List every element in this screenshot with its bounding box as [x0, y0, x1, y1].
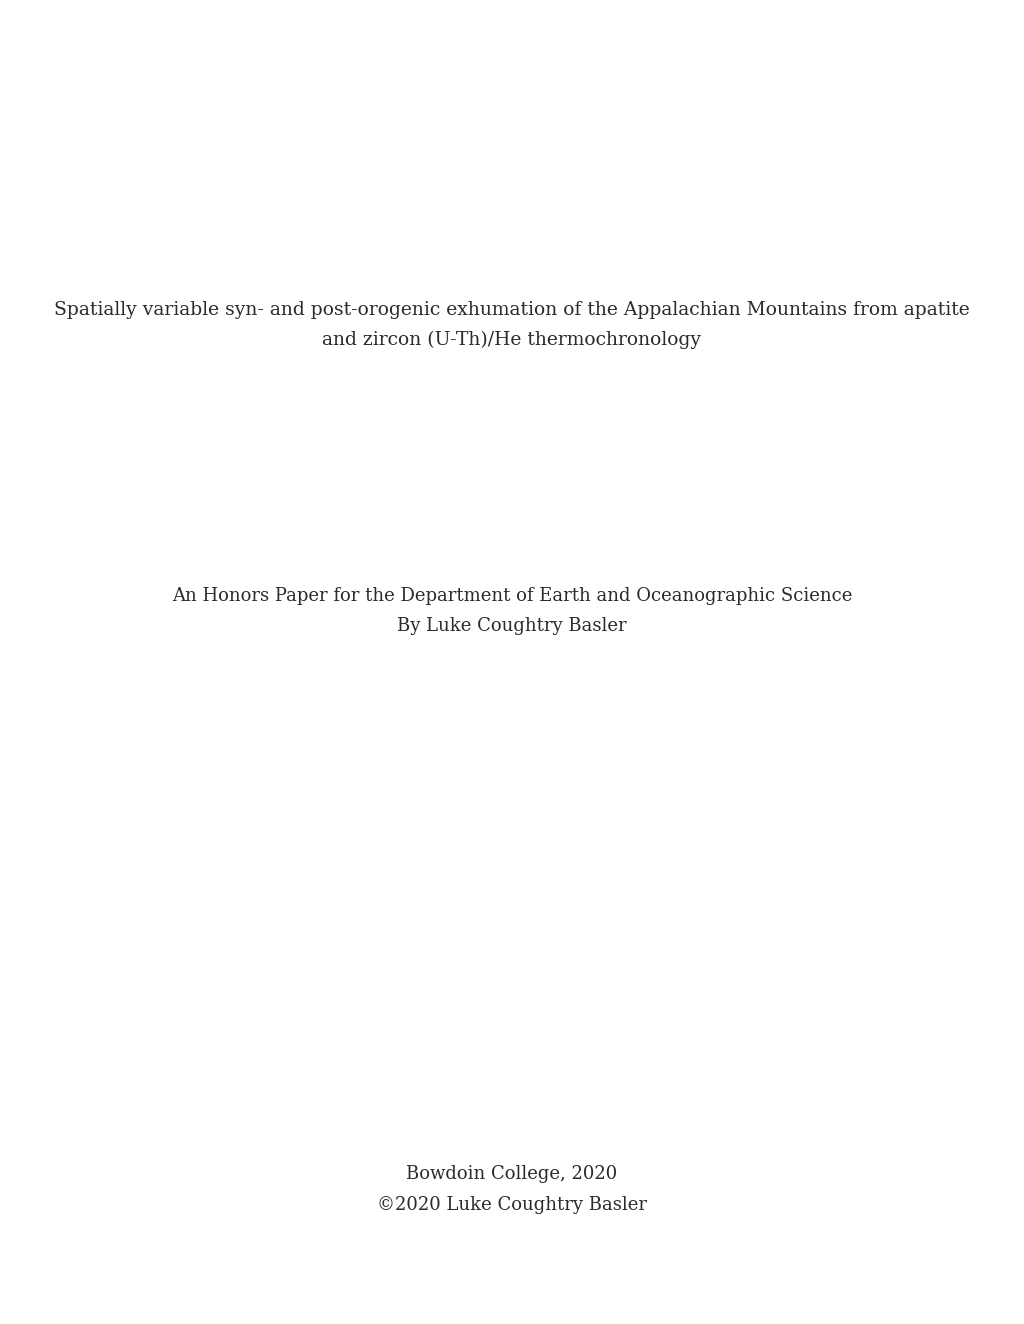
Text: By Luke Coughtry Basler: By Luke Coughtry Basler — [397, 617, 627, 636]
Text: An Honors Paper for the Department of Earth and Oceanographic Science: An Honors Paper for the Department of Ea… — [172, 587, 852, 605]
Text: and zircon (U-Th)/He thermochronology: and zircon (U-Th)/He thermochronology — [323, 331, 701, 350]
Text: Spatially variable syn- and post-orogenic exhumation of the Appalachian Mountain: Spatially variable syn- and post-orogeni… — [54, 301, 970, 319]
Text: Bowdoin College, 2020: Bowdoin College, 2020 — [407, 1165, 617, 1184]
Text: ©2020 Luke Coughtry Basler: ©2020 Luke Coughtry Basler — [377, 1196, 647, 1214]
